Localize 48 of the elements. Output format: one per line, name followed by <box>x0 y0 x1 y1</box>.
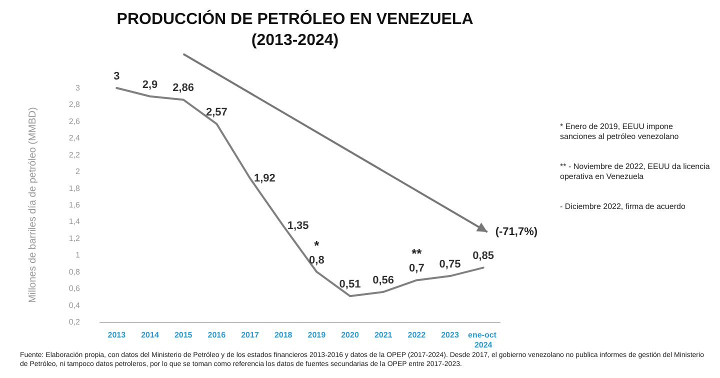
y-tick-label: 3 <box>76 84 81 92</box>
data-label: 1,35 <box>287 220 309 232</box>
x-tick-label: 2014 <box>141 330 160 340</box>
data-label: 0,7 <box>409 262 424 275</box>
y-tick-label: 2,2 <box>68 150 81 160</box>
chart-title: PRODUCCIÓN DE PETRÓLEO EN VENEZUELA <box>116 9 474 28</box>
data-label: 0,56 <box>372 274 394 286</box>
y-tick-label: 0,2 <box>68 318 81 326</box>
x-tick-label: ene-oct 2024 <box>468 330 499 350</box>
x-tick-label: 2018 <box>274 330 293 340</box>
annotation: (-71,7%) <box>495 226 538 240</box>
data-label: 2,57 <box>206 106 228 118</box>
y-tick-label: 0,8 <box>68 267 81 276</box>
annotation: * <box>314 238 320 253</box>
y-tick-label: 2,4 <box>68 134 81 143</box>
x-tick-label: 2016 <box>208 330 226 340</box>
y-tick-label: 1,8 <box>68 184 81 193</box>
x-tick-label: 2015 <box>174 330 193 340</box>
y-tick-label: 1,2 <box>68 234 81 243</box>
y-tick-label: 2 <box>76 167 81 176</box>
data-label: 0,51 <box>339 278 361 291</box>
y-tick-label: 2,8 <box>68 100 81 110</box>
y-axis-title: Millones de barriles día de petróleo (MMBD) <box>28 107 38 303</box>
x-tick-label: 2017 <box>241 330 260 340</box>
x-tick-label: 2020 <box>341 330 360 340</box>
y-tick-label: 0,6 <box>68 284 81 294</box>
x-tick-label: 2021 <box>374 330 393 340</box>
data-label: 2,86 <box>172 82 194 94</box>
y-tick-label: 0,4 <box>68 300 81 310</box>
y-tick-label: 1,6 <box>68 200 81 210</box>
x-tick-label: 2022 <box>408 330 426 340</box>
y-tick-label: 2,6 <box>68 116 81 126</box>
data-label: 0,75 <box>439 258 461 271</box>
data-label: 1,92 <box>254 172 276 184</box>
y-tick-label: 1,4 <box>68 217 81 226</box>
data-label: 2,9 <box>142 78 158 91</box>
x-tick-label: 2019 <box>308 330 326 340</box>
chart-subtitle: (2013-2024) <box>251 32 339 49</box>
text: - Diciembre 2022, firma de acuerdo <box>560 202 686 212</box>
data-label: 0,8 <box>309 254 324 266</box>
x-tick-label: 2023 <box>441 330 460 340</box>
text: * Enero de 2019, EEUU impone sanciones al petróleo venezolano <box>560 122 680 142</box>
y-tick-label: 1 <box>76 250 81 260</box>
data-label: 3 <box>114 70 120 82</box>
text: ** - Noviembre de 2022, EEUU da licencia operativa en Venezuela <box>560 162 710 182</box>
data-label: 0,85 <box>472 250 494 262</box>
x-tick-label: 2013 <box>108 330 126 340</box>
annotation: ** <box>412 246 423 262</box>
